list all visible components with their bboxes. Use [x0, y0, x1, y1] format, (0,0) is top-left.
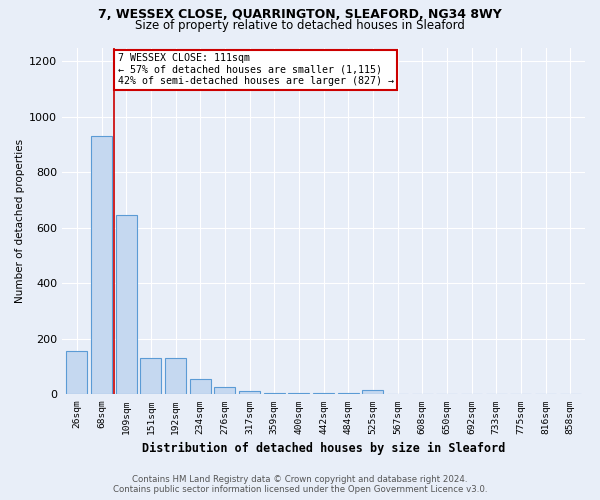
Bar: [91, 136, 112, 394]
Text: 7 WESSEX CLOSE: 111sqm
← 57% of detached houses are smaller (1,115)
42% of semi-: 7 WESSEX CLOSE: 111sqm ← 57% of detached…: [118, 53, 394, 86]
Bar: [338, 393, 359, 394]
Text: 7, WESSEX CLOSE, QUARRINGTON, SLEAFORD, NG34 8WY: 7, WESSEX CLOSE, QUARRINGTON, SLEAFORD, …: [98, 8, 502, 20]
Text: Contains HM Land Registry data © Crown copyright and database right 2024.
Contai: Contains HM Land Registry data © Crown c…: [113, 474, 487, 494]
X-axis label: Distribution of detached houses by size in Sleaford: Distribution of detached houses by size …: [142, 442, 505, 455]
Bar: [140, 358, 161, 394]
Bar: [289, 393, 310, 394]
Bar: [214, 388, 235, 394]
Bar: [362, 390, 383, 394]
Bar: [165, 358, 186, 394]
Bar: [190, 379, 211, 394]
Bar: [313, 393, 334, 394]
Bar: [239, 392, 260, 394]
Bar: [264, 393, 285, 394]
Y-axis label: Number of detached properties: Number of detached properties: [15, 139, 25, 303]
Text: Size of property relative to detached houses in Sleaford: Size of property relative to detached ho…: [135, 19, 465, 32]
Bar: [67, 351, 88, 394]
Bar: [116, 216, 137, 394]
